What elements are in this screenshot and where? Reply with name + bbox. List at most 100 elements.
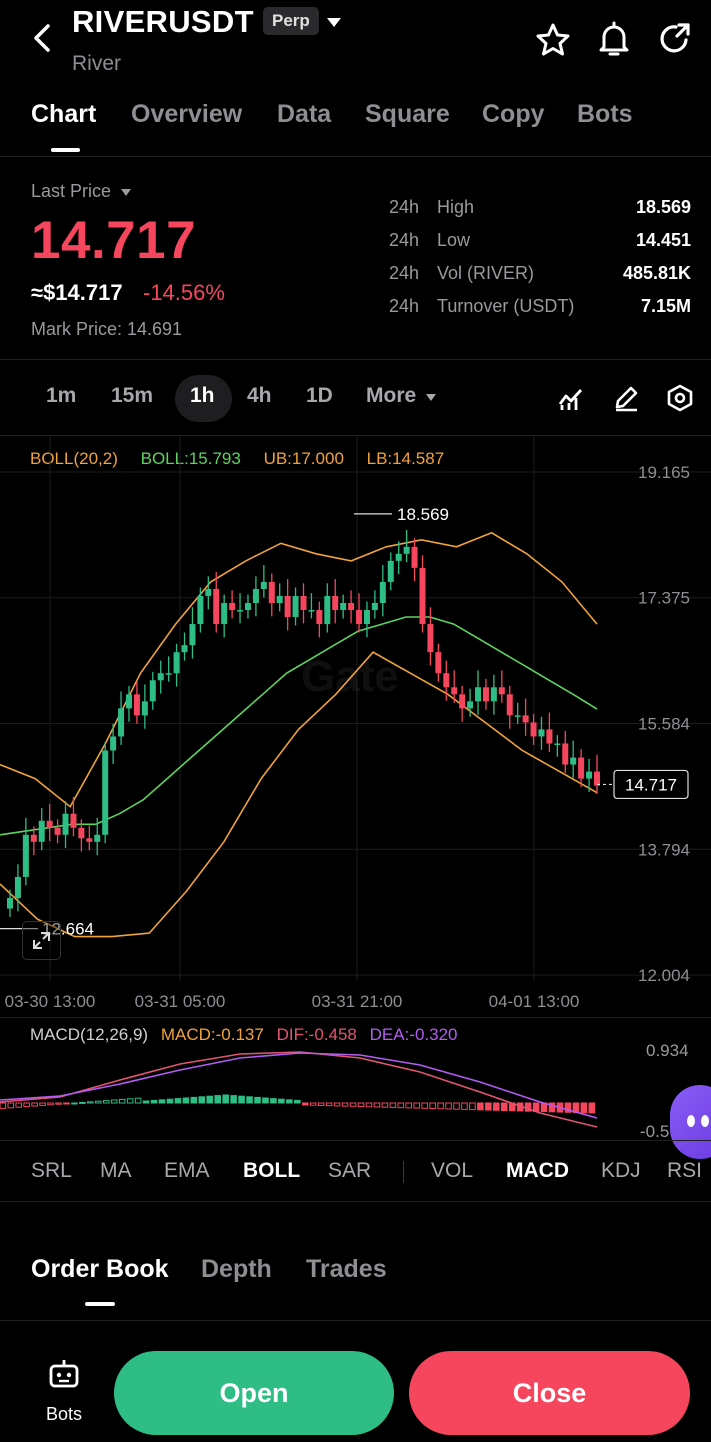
tab-order-book[interactable]: Order Book (31, 1255, 169, 1283)
candle-body (197, 595, 204, 625)
indicator-vol[interactable]: VOL (431, 1159, 474, 1182)
tab-depth[interactable]: Depth (201, 1255, 272, 1283)
timeframe-1d[interactable]: 1D (306, 384, 333, 407)
tab-bots[interactable]: Bots (577, 100, 633, 128)
bots-button[interactable]: Bots (28, 1357, 100, 1427)
timeframe-1m[interactable]: 1m (46, 384, 77, 407)
macd-bar (118, 1098, 126, 1104)
indicator-kdj[interactable]: KDJ (601, 1159, 641, 1182)
candlestick-chart[interactable]: Gate 19.165 17.375 15.584 13.794 12.004 03-3… (0, 436, 711, 1018)
candle-body (506, 694, 513, 716)
chevron-left-icon (34, 24, 50, 52)
favorite-star-icon[interactable] (535, 22, 571, 63)
candle-body (324, 595, 331, 625)
indicator-macd[interactable]: MACD (506, 1159, 569, 1182)
candle-body (181, 645, 188, 653)
share-icon[interactable] (657, 21, 693, 62)
close-button[interactable]: Close (409, 1351, 690, 1435)
divider (0, 156, 711, 157)
macd-bar (79, 1101, 86, 1104)
low-marker-label: 12.664 (42, 920, 94, 939)
boll-upper-line (0, 531, 598, 808)
candle-body (356, 610, 363, 625)
candle-body (205, 588, 212, 596)
back-button[interactable] (28, 20, 58, 56)
price-tick-label: 19.165 (638, 463, 690, 482)
last-price-label[interactable]: Last Price (31, 181, 132, 202)
contract-type-badge[interactable]: Perp (263, 7, 319, 35)
macd-legend[interactable]: MACD(12,26,9) MACD:-0.137 DIF:-0.458 DEA… (30, 1025, 458, 1045)
draw-pen-icon[interactable] (612, 384, 640, 417)
macd-value: MACD:-0.137 (160, 1025, 264, 1044)
indicator-ema[interactable]: EMA (164, 1159, 210, 1182)
divider (0, 359, 711, 360)
macd-bar (421, 1102, 428, 1109)
divider (0, 1017, 711, 1018)
symbol-dropdown-icon[interactable] (326, 16, 342, 34)
indicator-ma[interactable]: MA (100, 1159, 132, 1182)
divider (0, 1201, 711, 1202)
indicator-rsi[interactable]: RSI (667, 1159, 703, 1182)
candle-body (173, 652, 180, 674)
macd-bar (588, 1102, 596, 1114)
divider (0, 1140, 711, 1141)
stat-turnover: 24h Turnover (USDT) 7.15M (389, 296, 691, 316)
tab-trades[interactable]: Trades (306, 1255, 387, 1283)
candle-body (363, 610, 370, 625)
tab-chart[interactable]: Chart (31, 100, 97, 128)
macd-bar (309, 1102, 317, 1106)
candle-body (332, 595, 339, 611)
bell-icon[interactable] (596, 20, 632, 63)
symbol-title[interactable]: RIVERUSDT (72, 4, 254, 39)
caret-down-icon (426, 394, 437, 401)
macd-bar (278, 1098, 285, 1104)
macd-bar (87, 1101, 94, 1104)
macd-bar (190, 1096, 198, 1104)
macd-bar (0, 1102, 7, 1109)
candle-body (459, 694, 466, 709)
indicator-sar[interactable]: SAR (328, 1159, 372, 1182)
price-tick-label: 13.794 (638, 840, 690, 859)
candle-body (38, 820, 45, 842)
divider (0, 1320, 711, 1321)
candle-body (467, 701, 474, 709)
tab-copy[interactable]: Copy (482, 100, 545, 128)
candle-body (586, 771, 593, 779)
timeframe-1h[interactable]: 1h (190, 384, 215, 407)
macd-bar (174, 1098, 182, 1104)
macd-chart[interactable] (0, 1050, 711, 1140)
main-tabs: Chart Overview Data Square Copy Bots (0, 100, 711, 136)
divider (0, 435, 711, 436)
candle-body (514, 715, 521, 717)
expand-chart-button[interactable] (22, 921, 61, 960)
macd-bar (413, 1102, 420, 1109)
tab-overview[interactable]: Overview (131, 100, 243, 128)
candle-body (237, 610, 244, 612)
macd-bar (158, 1099, 166, 1104)
dea-line (0, 1052, 598, 1119)
settings-hexagon-icon[interactable] (666, 384, 694, 417)
timeframe-more[interactable]: More (366, 384, 437, 408)
candle-body (268, 581, 275, 604)
indicator-boll[interactable]: BOLL (243, 1159, 301, 1182)
boll-legend[interactable]: BOLL(20,2) BOLL:15.793 UB:17.000 LB:14.5… (30, 449, 444, 469)
macd-bar (23, 1102, 30, 1108)
open-button[interactable]: Open (114, 1351, 394, 1435)
assistant-bubble[interactable] (670, 1085, 711, 1159)
stat-low: 24h Low 14.451 (389, 230, 691, 250)
indicator-srl[interactable]: SRL (31, 1159, 72, 1182)
macd-bar (500, 1102, 508, 1111)
timeframe-4h[interactable]: 4h (247, 384, 272, 407)
indicator-settings-icon[interactable] (557, 384, 585, 417)
timeframe-15m[interactable]: 15m (111, 384, 154, 407)
candle-body (498, 687, 505, 695)
candle-body (443, 673, 450, 688)
macd-bar (238, 1095, 245, 1104)
candle-body (546, 729, 553, 744)
boll-mid-line (0, 616, 598, 836)
candle-body (14, 876, 21, 899)
tab-square[interactable]: Square (365, 100, 450, 128)
tab-data[interactable]: Data (277, 100, 332, 128)
macd-bar (548, 1102, 556, 1113)
candle-body (125, 694, 132, 709)
